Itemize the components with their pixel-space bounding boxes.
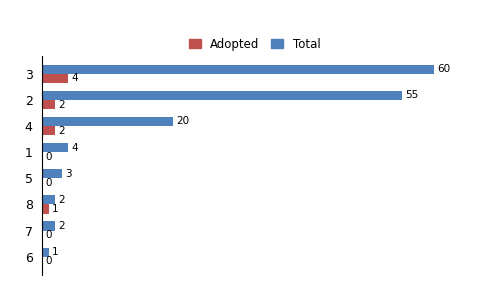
Bar [42, 169, 62, 178]
Text: 2: 2 [59, 126, 66, 136]
Bar [42, 143, 68, 152]
Text: 0: 0 [46, 152, 52, 162]
Bar [42, 195, 55, 204]
Bar [42, 204, 49, 214]
Text: 3: 3 [65, 169, 72, 179]
Bar [42, 126, 55, 135]
Text: 0: 0 [46, 230, 52, 240]
Bar [42, 117, 173, 126]
Bar [42, 100, 55, 109]
Bar [42, 74, 68, 83]
Text: 0: 0 [46, 178, 52, 188]
Text: 2: 2 [59, 195, 66, 205]
Text: 4: 4 [72, 73, 79, 84]
Legend: Adopted, Total: Adopted, Total [184, 33, 325, 55]
Bar [42, 222, 55, 231]
Text: 2: 2 [59, 221, 66, 231]
Bar [42, 248, 49, 257]
Text: 1: 1 [52, 204, 59, 214]
Text: 0: 0 [46, 256, 52, 266]
Text: 55: 55 [405, 90, 418, 100]
Text: 20: 20 [176, 117, 189, 126]
Text: 60: 60 [438, 64, 451, 74]
Text: 2: 2 [59, 99, 66, 110]
Bar [42, 91, 402, 100]
Bar [42, 65, 434, 74]
Text: 4: 4 [72, 143, 79, 153]
Text: 1: 1 [52, 247, 59, 257]
